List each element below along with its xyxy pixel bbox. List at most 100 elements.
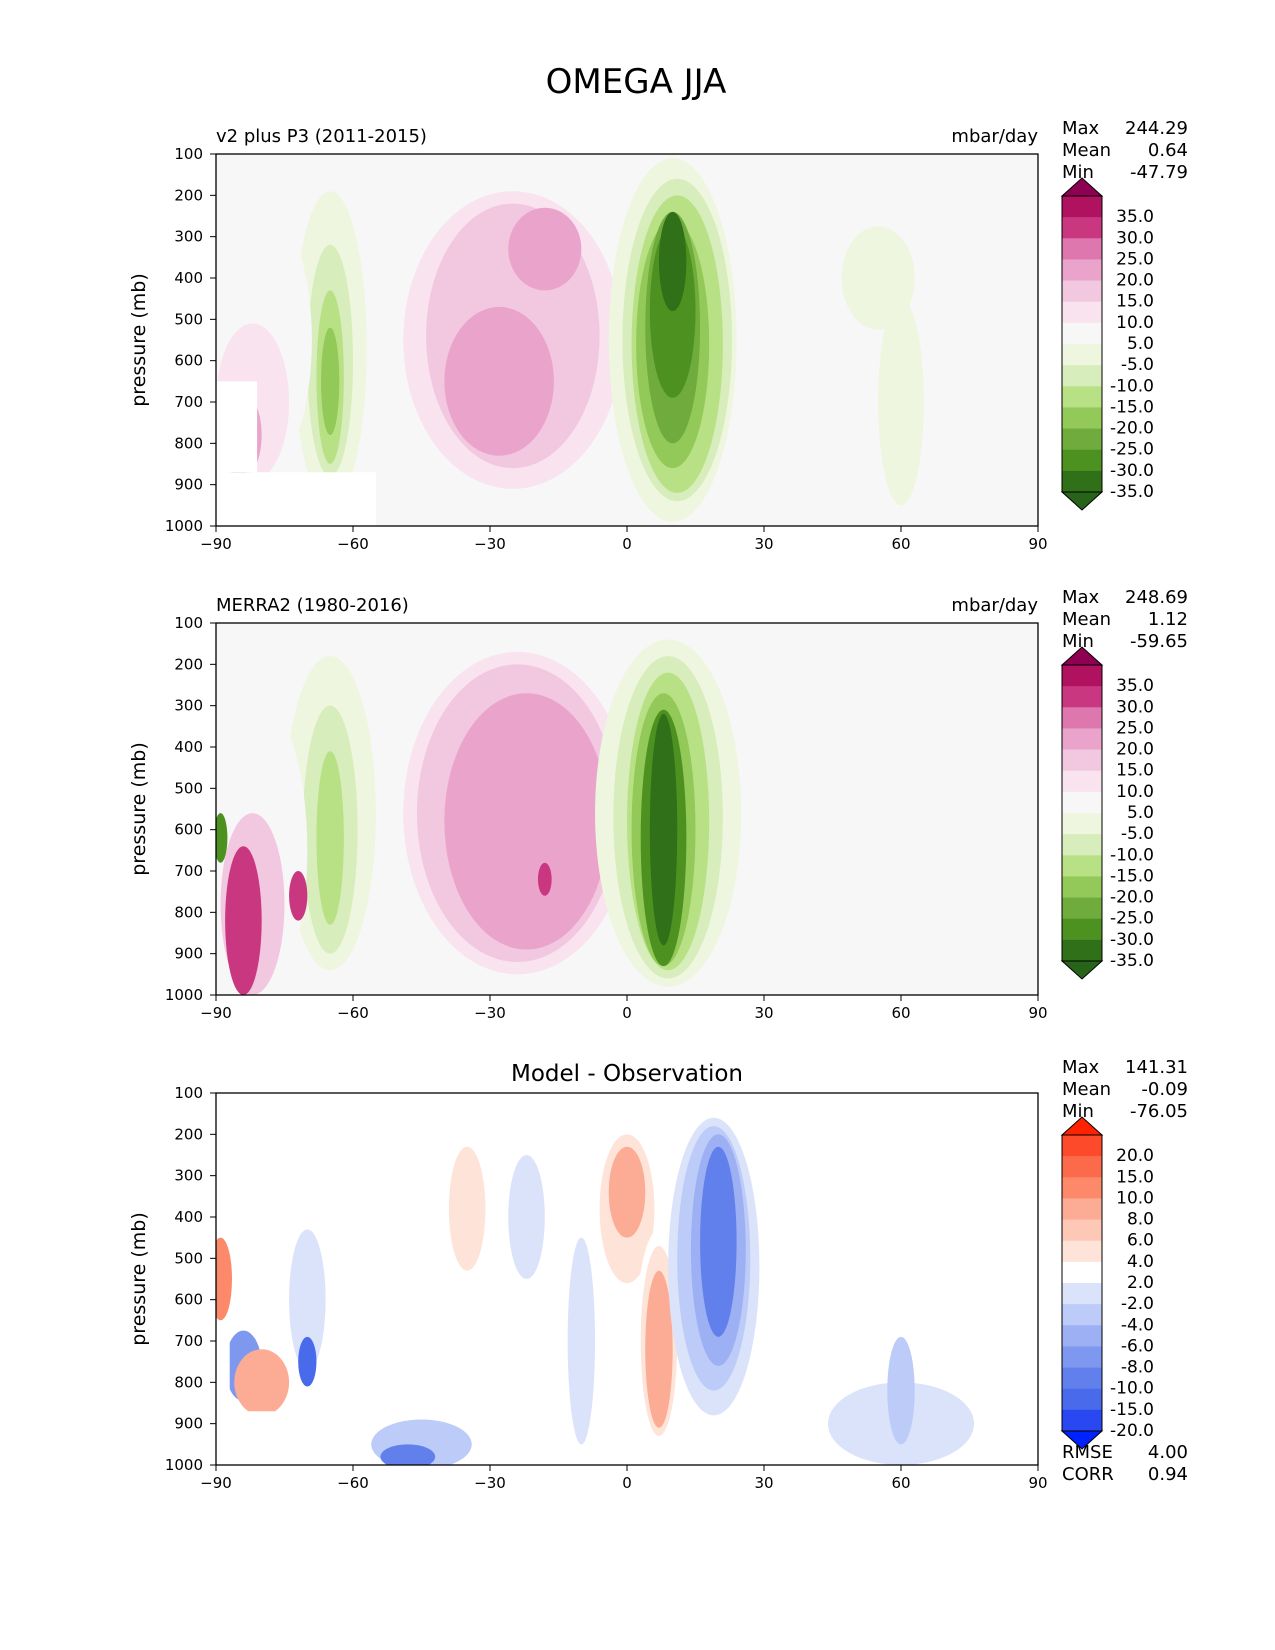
contour-region--5.0 xyxy=(878,298,924,506)
x-tick-label: −30 xyxy=(474,1474,506,1492)
contour-region-8.0 xyxy=(608,1146,646,1238)
colorbar-tick-label: 30.0 xyxy=(1116,228,1154,248)
panel-subtitle: v2 plus P3 (2011-2015) xyxy=(216,126,427,147)
stat-value-max: 141.31 xyxy=(1125,1057,1188,1078)
panel-model: −90 −60 −30 0 30 60 90 100 200 300 400 500 600 700 800… xyxy=(128,118,1188,553)
colorbar-tick-label: -35.0 xyxy=(1110,951,1154,971)
colorbar-segment xyxy=(1062,344,1102,366)
colorbar-tick-label: -15.0 xyxy=(1110,397,1154,417)
colorbar-tick-label: 20.0 xyxy=(1116,271,1154,291)
colorbar-tick-label: -35.0 xyxy=(1110,482,1154,502)
colorbar-tick-label: 5.0 xyxy=(1127,334,1154,354)
y-tick-label: 500 xyxy=(174,779,203,797)
colorbar-tick-label: 10.0 xyxy=(1116,313,1154,333)
y-axis-label: pressure (mb) xyxy=(128,742,150,876)
y-tick-label: 900 xyxy=(174,1415,203,1433)
stat-label-mean: Mean xyxy=(1062,140,1111,161)
colorbar-tick-label: 10.0 xyxy=(1116,1188,1154,1208)
y-tick-label: 800 xyxy=(174,434,203,452)
stat-value-mean: -0.09 xyxy=(1141,1079,1188,1100)
colorbar-tick-label: 10.0 xyxy=(1116,782,1154,802)
colorbar-segment xyxy=(1062,196,1102,218)
colorbar-tick-label: 6.0 xyxy=(1127,1231,1154,1251)
x-tick-label: 0 xyxy=(622,1474,632,1492)
x-tick-label: −90 xyxy=(200,1004,232,1022)
contour-region-30.0 xyxy=(537,862,552,896)
contour-region-2.0 xyxy=(837,1183,856,1333)
colorbar-segment xyxy=(1062,1177,1102,1199)
y-tick-label: 100 xyxy=(174,614,203,632)
y-tick-label: 200 xyxy=(174,186,203,204)
y-tick-label: 700 xyxy=(174,862,203,880)
y-tick-label: 400 xyxy=(174,1208,203,1226)
stat-value-mean: 1.12 xyxy=(1148,609,1188,630)
x-tick-label: −60 xyxy=(337,535,369,553)
colorbar-min-extend xyxy=(1060,491,1104,511)
y-tick-label: 200 xyxy=(174,655,203,673)
contour-region--4.0 xyxy=(887,1336,915,1445)
colorbar-tick-label: -20.0 xyxy=(1110,888,1154,908)
colorbar-segment xyxy=(1062,1409,1102,1432)
colorbar-tick-label: -5.0 xyxy=(1121,355,1154,375)
y-tick-label: 400 xyxy=(174,269,203,287)
colorbar-segment xyxy=(1062,1261,1102,1284)
y-tick-label: 200 xyxy=(174,1125,203,1143)
colorbar-tick-label: -10.0 xyxy=(1110,376,1154,396)
colorbar-segment xyxy=(1062,217,1102,239)
contour-region-20.0 xyxy=(444,693,609,950)
contour-region--35.0 xyxy=(658,211,687,312)
x-tick-label: 60 xyxy=(891,1474,910,1492)
colorbar-tick-label: -6.0 xyxy=(1121,1336,1154,1356)
y-tick-label: 1000 xyxy=(165,1456,203,1474)
contour-region--2.0 xyxy=(508,1155,545,1279)
colorbar: 20.015.010.08.06.04.02.0-2.0-4.0-6.0-8.0… xyxy=(1060,1116,1154,1450)
colorbar-tick-label: 20.0 xyxy=(1116,1146,1154,1166)
x-tick-label: −60 xyxy=(337,1004,369,1022)
contour-region-10.0 xyxy=(216,1237,232,1321)
colorbar-tick-label: 25.0 xyxy=(1116,718,1154,738)
y-tick-label: 1000 xyxy=(165,986,203,1004)
missing-data-mask xyxy=(216,472,376,526)
contour-region-5.0 xyxy=(837,809,892,933)
colorbar-segment xyxy=(1062,407,1102,430)
panel-subtitle: Model - Observation xyxy=(511,1061,743,1087)
colorbar-tick-label: -10.0 xyxy=(1110,1379,1154,1399)
contour-region--15.0 xyxy=(298,1336,317,1387)
colorbar-segment xyxy=(1062,834,1102,856)
contour-region--2.0 xyxy=(567,1237,596,1445)
colorbar-tick-label: -5.0 xyxy=(1121,824,1154,844)
colorbar-segment xyxy=(1062,259,1102,282)
missing-data-mask xyxy=(216,381,258,473)
y-axis-label: pressure (mb) xyxy=(128,1212,150,1346)
colorbar-segment xyxy=(1062,1198,1102,1221)
y-tick-label: 100 xyxy=(174,1084,203,1102)
y-tick-label: 800 xyxy=(174,903,203,921)
stat-value-rmse: 4.00 xyxy=(1148,1442,1188,1463)
stat-value-max: 248.69 xyxy=(1125,587,1188,608)
panel-subtitle: MERRA2 (1980-2016) xyxy=(216,595,409,616)
colorbar-segment xyxy=(1062,301,1102,324)
x-tick-label: 0 xyxy=(622,535,632,553)
colorbar-segment xyxy=(1062,707,1102,729)
x-tick-label: 0 xyxy=(622,1004,632,1022)
colorbar-tick-label: 25.0 xyxy=(1116,249,1154,269)
y-tick-label: 600 xyxy=(174,352,203,370)
colorbar-tick-label: -20.0 xyxy=(1110,419,1154,439)
contour-region-20.0 xyxy=(508,207,582,291)
colorbar-segment xyxy=(1062,238,1102,260)
stat-label-min: Min xyxy=(1062,631,1094,652)
x-tick-label: 30 xyxy=(754,1004,773,1022)
x-tick-label: 30 xyxy=(754,535,773,553)
stat-label-max: Max xyxy=(1062,1057,1100,1078)
colorbar-tick-label: 5.0 xyxy=(1127,803,1154,823)
contour-region-5.0 xyxy=(764,236,792,485)
colorbar-segment xyxy=(1062,813,1102,835)
contour-region--35.0 xyxy=(649,713,678,946)
figure-title: OMEGA JJA xyxy=(546,62,727,102)
stat-label-corr: CORR xyxy=(1062,1464,1114,1485)
x-tick-label: 30 xyxy=(754,1474,773,1492)
y-tick-label: 100 xyxy=(174,145,203,163)
colorbar-tick-label: 15.0 xyxy=(1116,1167,1154,1187)
colorbar-segment xyxy=(1062,280,1102,303)
